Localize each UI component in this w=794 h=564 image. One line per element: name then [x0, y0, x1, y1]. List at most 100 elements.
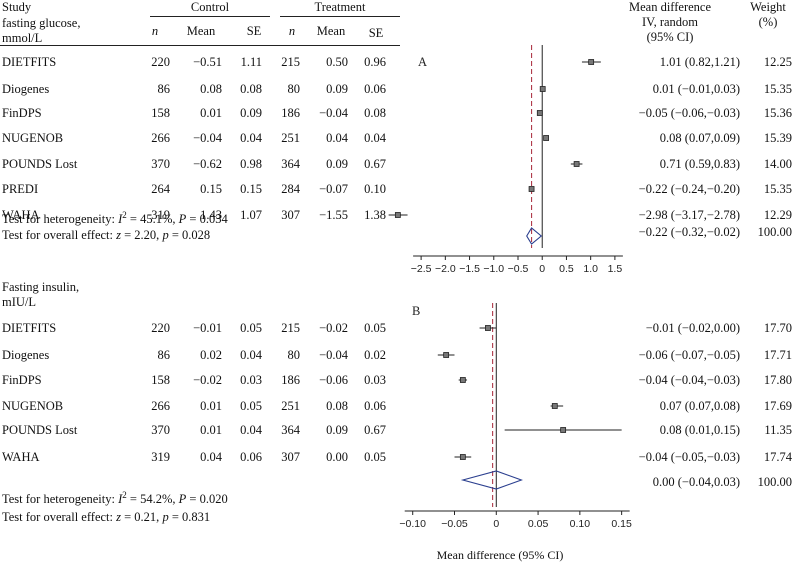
panel-b-row-1-t-n: 80: [287, 348, 301, 362]
panel-a-point-estimate: [536, 110, 543, 116]
panel-b-point-estimate: [485, 325, 491, 331]
panel-a-row-1-t-n: 80: [287, 82, 301, 96]
panel-b-row-0-ci: −0.01 (−0.02,0.00): [645, 321, 740, 335]
panel-b-row-3-c-se: 0.05: [240, 399, 262, 413]
panel-b-overall-diamond: [460, 470, 523, 490]
panel-a-row-0-name: DIETFITS: [2, 55, 57, 69]
control-mean-header: Mean: [186, 24, 216, 38]
panel-a-row-5-ci: −0.22 (−0.24,−0.20): [638, 182, 740, 196]
control-se-header: SE: [246, 24, 262, 38]
panel-a-row-4-t-n: 364: [281, 157, 300, 171]
panel-b-row-2-ci: −0.04 (−0.04,−0.03): [638, 373, 740, 387]
panel-b-row-0-t-n: 215: [281, 321, 300, 335]
panel-a-row-6-c-mean: 1.43: [200, 208, 222, 222]
panel-a-row-3-t-mean: 0.04: [326, 131, 348, 145]
panel-a-row-3-c-mean: −0.04: [193, 131, 222, 145]
panel-a-overall-ci: −0.22 (−0.32,−0.02): [638, 225, 740, 239]
panel-b-label: B: [412, 304, 420, 318]
panel-a-row-3-c-n: 266: [151, 131, 170, 145]
panel-a-point-estimate: [528, 186, 535, 192]
table-header-rule: [0, 45, 400, 46]
md-header-line1: Mean difference: [628, 0, 711, 14]
panel-a-row-5-c-se: 0.15: [240, 182, 262, 196]
panel-b-x-tick-label: 0: [493, 518, 499, 530]
panel-b-heterogeneity: Test for heterogeneity: I2 = 54.2%, P = …: [2, 490, 228, 507]
md-header-line2: IV, random: [641, 15, 698, 29]
panel-a-heterogeneity: Test for heterogeneity: I2 = 45.1%, P = …: [2, 210, 228, 227]
panel-b-x-tick-label: 0.10: [570, 518, 591, 530]
panel-b-row-3-t-mean: 0.08: [326, 399, 348, 413]
panel-a-row-4-t-se: 0.67: [364, 157, 386, 171]
panel-a-row-1-weight: 15.35: [763, 82, 792, 96]
panel-b-row-2-c-se: 0.03: [240, 373, 262, 387]
panel-b-x-tick-label: −0.05: [441, 518, 468, 530]
panel-b-row-0-c-n: 220: [151, 321, 170, 335]
panel-a-row-0-t-n: 215: [281, 55, 300, 69]
panel-b-row-3-name: NUGENOB: [2, 399, 64, 413]
panel-b-row-0-c-se: 0.05: [240, 321, 262, 335]
panel-b-row-2-weight: 17.80: [763, 373, 792, 387]
panel-a-x-tick-label: 1.0: [583, 263, 598, 275]
panel-b-row-5-t-se: 0.05: [364, 450, 386, 464]
panel-a-row-0-t-mean: 0.50: [326, 55, 348, 69]
panel-b-row-5-t-n: 307: [281, 450, 300, 464]
panel-a-row-6-c-se: 1.07: [240, 208, 262, 222]
panel-b-point-estimate: [459, 454, 466, 460]
panel-a-row-2-t-mean: −0.04: [319, 106, 348, 120]
panel-b-title-line2: mIU/L: [2, 295, 37, 309]
panel-a-x-tick-label: 1.5: [608, 263, 623, 275]
panel-a-row-1-c-se: 0.08: [240, 82, 262, 96]
panel-a-x-tick-label: −2.5: [411, 263, 432, 275]
panel-a-row-1-name: Diogenes: [2, 82, 50, 96]
panel-a-row-5-t-n: 284: [281, 182, 300, 196]
panel-b-point-estimate: [551, 403, 558, 409]
panel-a-row-6-t-n: 307: [281, 208, 300, 222]
panel-a-overall-weight: 100.00: [757, 225, 792, 239]
panel-a-overall-diamond: [526, 227, 543, 245]
panel-a-x-tick-label: −1.0: [483, 263, 504, 275]
panel-a-row-2-t-se: 0.08: [364, 106, 386, 120]
panel-a-point-estimate: [394, 212, 401, 218]
panel-b-row-4-c-n: 370: [151, 423, 170, 437]
md-header-line3: (95% CI): [646, 30, 694, 44]
panel-a-row-4-ci: 0.71 (0.59,0.83): [659, 157, 740, 171]
panel-b-point-estimate: [560, 427, 567, 433]
panel-b-row-4-weight: 11.35: [764, 423, 792, 437]
control-n-header: n: [151, 24, 159, 38]
panel-b-row-3-c-mean: 0.01: [200, 399, 222, 413]
panel-a-x-tick-label: −2.0: [435, 263, 456, 275]
panel-a-point-estimate: [539, 86, 546, 92]
control-header: Control: [190, 0, 230, 14]
panel-a-row-4-c-mean: −0.62: [193, 157, 222, 171]
panel-a-row-6-weight: 12.29: [763, 208, 792, 222]
panel-b-row-1-c-n: 86: [157, 348, 171, 362]
panel-a-x-tick-label: 0: [539, 263, 545, 275]
panel-a-overall-effect: Test for overall effect: z = 2.20, p = 0…: [2, 228, 211, 242]
panel-b-row-3-ci: 0.07 (0.07,0.08): [659, 399, 740, 413]
treatment-se-header: SE: [368, 26, 384, 40]
panel-b-row-2-t-se: 0.03: [364, 373, 386, 387]
treatment-n-header: n: [288, 24, 296, 38]
panel-b-x-tick-label: 0.05: [528, 518, 549, 530]
panel-b-row-4-c-se: 0.04: [240, 423, 262, 437]
panel-a-row-5-t-se: 0.10: [364, 182, 386, 196]
panel-a-row-3-t-se: 0.04: [364, 131, 386, 145]
panel-a-row-2-ci: −0.05 (−0.06,−0.03): [638, 106, 740, 120]
panel-a-x-tick-label: −1.5: [459, 263, 480, 275]
panel-b-row-2-t-n: 186: [281, 373, 300, 387]
panel-a-row-3-c-se: 0.04: [240, 131, 262, 145]
panel-a-row-0-c-se: 1.11: [240, 55, 262, 69]
panel-a-row-3-t-n: 251: [281, 131, 300, 145]
panel-b-row-5-t-mean: 0.00: [326, 450, 348, 464]
panel-a-row-5-t-mean: −0.07: [319, 182, 348, 196]
x-axis-title: Mean difference (95% CI): [436, 548, 564, 562]
study-header: Study: [2, 0, 32, 14]
panel-a-row-6-t-mean: −1.55: [319, 208, 348, 222]
panel-a-row-0-c-mean: −0.51: [193, 55, 222, 69]
panel-a-row-4-t-mean: 0.09: [326, 157, 348, 171]
panel-b-row-3-weight: 17.69: [763, 399, 792, 413]
panel-b-row-5-c-se: 0.06: [240, 450, 262, 464]
panel-a-row-3-ci: 0.08 (0.07,0.09): [659, 131, 740, 145]
panel-a-row-6-c-n: 319: [151, 208, 170, 222]
panel-b-row-4-t-mean: 0.09: [326, 423, 348, 437]
